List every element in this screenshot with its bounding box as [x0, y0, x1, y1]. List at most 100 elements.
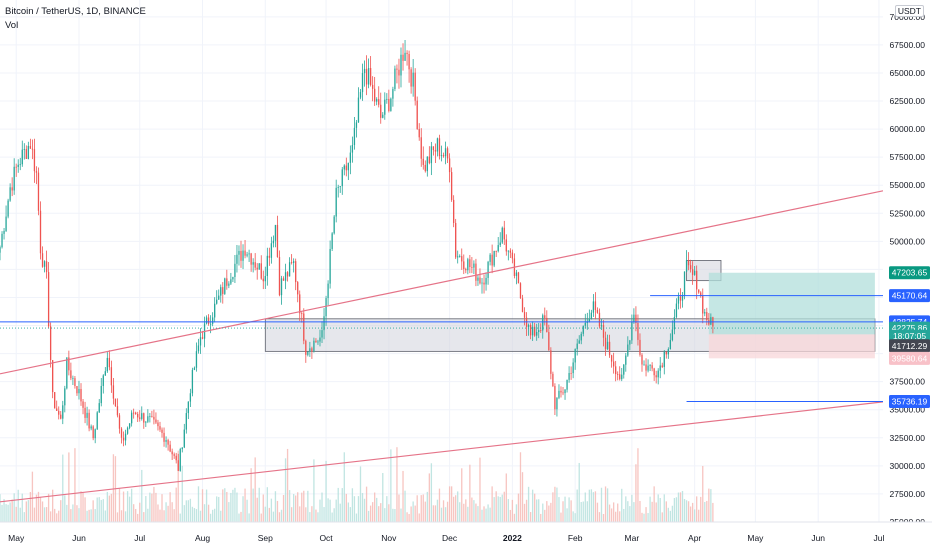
volume-bar: [647, 513, 649, 522]
candle: [461, 248, 463, 270]
volume-bar: [327, 498, 329, 522]
volume-bar: [110, 493, 113, 522]
candle: [290, 254, 293, 265]
candle: [434, 143, 437, 163]
candle: [560, 386, 562, 398]
volume-indicator-label[interactable]: Vol: [5, 20, 19, 31]
volume-bar: [704, 502, 706, 522]
candle: [651, 362, 653, 372]
candle: [133, 408, 135, 419]
candle: [286, 271, 289, 282]
candle: [317, 339, 319, 345]
volume-bar: [147, 508, 149, 522]
volume-bar: [345, 493, 347, 522]
candle: [578, 335, 580, 344]
volume-bar: [408, 513, 410, 522]
candle: [469, 254, 471, 274]
currency-label[interactable]: USDT: [894, 5, 924, 17]
candle: [570, 366, 572, 380]
volume-bar: [436, 499, 439, 522]
volume-bar: [218, 496, 220, 522]
volume-bar: [446, 501, 449, 522]
candle: [380, 92, 382, 124]
candle: [303, 308, 305, 345]
candle: [485, 272, 487, 291]
volume-bar: [315, 509, 317, 522]
candle: [349, 145, 352, 175]
time-tick-label: Sep: [258, 533, 273, 543]
volume-bar: [544, 509, 546, 522]
candle: [394, 65, 396, 92]
volume-bar: [615, 511, 617, 522]
candle: [641, 353, 643, 372]
candle: [335, 179, 337, 223]
symbol-title[interactable]: Bitcoin / TetherUS, 1D, BINANCE: [5, 6, 146, 17]
volume-bar: [80, 491, 82, 522]
candle: [436, 137, 439, 157]
candle: [424, 160, 426, 173]
volume-bar: [390, 449, 392, 522]
candle: [325, 295, 327, 326]
candle: [159, 421, 161, 432]
volume-bar: [139, 502, 141, 522]
candle: [120, 427, 123, 444]
time-axis[interactable]: May Jun Jul Aug Sep Oct Nov Dec 2022 Feb Mar Apr May…: [0, 521, 932, 550]
candle: [633, 308, 635, 324]
candle: [681, 291, 684, 308]
volume-bar: [509, 509, 512, 522]
volume-bar: [649, 496, 651, 522]
candle: [378, 86, 380, 108]
candle: [228, 281, 230, 289]
volume-bar: [13, 493, 15, 522]
volume-bar: [388, 504, 390, 522]
volume-bar: [45, 507, 48, 522]
candle: [51, 359, 54, 399]
candle: [503, 220, 505, 245]
volume-bar: [556, 487, 558, 522]
volume-bar: [189, 498, 192, 522]
volume-bar: [481, 509, 483, 522]
volume-bar: [274, 491, 277, 522]
volume-bar: [511, 499, 514, 522]
volume-bar: [398, 494, 400, 522]
time-tick-label: Jul: [134, 533, 145, 543]
candle: [386, 93, 388, 104]
candle: [31, 139, 34, 160]
volume-bar: [276, 500, 279, 522]
volume-bar: [612, 502, 615, 522]
candle: [655, 370, 657, 384]
candle: [169, 440, 171, 453]
candle: [369, 56, 372, 87]
volume-bar: [702, 465, 704, 522]
candle: [521, 294, 524, 313]
candle: [661, 362, 663, 369]
candle: [80, 383, 82, 406]
candle: [337, 184, 339, 198]
volume-bar: [507, 499, 509, 522]
volume-bar: [76, 505, 78, 522]
candle: [418, 123, 420, 141]
candle: [252, 258, 254, 273]
svg-text:45170.64: 45170.64: [892, 291, 928, 301]
volume-bar: [309, 512, 311, 522]
volume-bar: [51, 489, 54, 522]
volume-bar: [685, 500, 688, 522]
candle: [576, 338, 578, 356]
candle: [592, 294, 595, 317]
candle: [23, 143, 25, 160]
volume-bar: [600, 487, 603, 522]
volume-bar: [602, 513, 605, 522]
candle: [612, 352, 615, 374]
candle: [297, 280, 299, 303]
volume-bar: [568, 497, 570, 522]
volume-bar: [135, 508, 137, 522]
volume-bar: [23, 512, 25, 522]
time-tick-label: Feb: [568, 533, 583, 543]
candle: [359, 88, 362, 100]
candle: [497, 237, 499, 253]
candle: [376, 97, 378, 106]
volume-bar: [473, 500, 475, 522]
candle: [710, 313, 712, 326]
volume-bar: [211, 509, 214, 522]
